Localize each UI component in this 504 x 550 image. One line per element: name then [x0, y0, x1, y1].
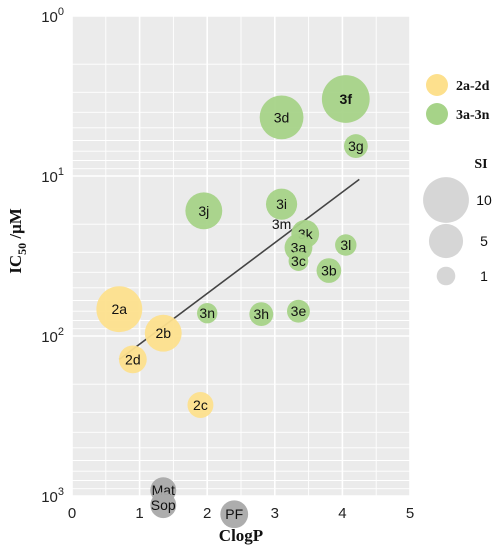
bubble-label-2a: 2a [112, 301, 128, 317]
bubble-label-pf: PF [225, 506, 243, 522]
y-tick-label: 102 [41, 326, 64, 346]
bubble-label-3g: 3g [348, 138, 364, 154]
bubble-3c [288, 251, 309, 271]
size-legend-item: 1 [436, 266, 488, 286]
size-legend: SI 10 5 1 [423, 157, 492, 286]
bubble-label-3d: 3d [274, 109, 290, 125]
bubble-3i [265, 188, 298, 220]
bubble-3e [287, 299, 310, 323]
legend-swatch [426, 103, 448, 125]
bubble-label-2c: 2c [193, 397, 208, 413]
legend-label: 2a-2d [456, 79, 490, 94]
x-tick-label: 2 [203, 505, 211, 522]
bubble-label-3f: 3f [340, 91, 353, 107]
bubble-label-3j: 3j [198, 203, 209, 219]
bubble-3h [249, 302, 274, 327]
size-legend-item: 10 [423, 177, 492, 223]
bubble-2a [96, 286, 143, 333]
bubble-2d [118, 345, 147, 374]
bubble-label-3e: 3e [291, 303, 307, 319]
y-tick-label: 103 [41, 486, 64, 506]
bubble-3d [259, 95, 304, 140]
bubble-3j [185, 192, 223, 230]
bubble-label-3a: 3a [291, 240, 307, 256]
bubble-label-3b: 3b [321, 263, 337, 279]
size-legend-title: SI [474, 157, 487, 172]
bubble-label-3m: 3m [272, 216, 291, 232]
bubble-2b [144, 314, 182, 352]
legend-item: 2a-2d [426, 74, 490, 96]
x-tick-label: 1 [135, 505, 143, 522]
bubble-2c [187, 392, 214, 418]
size-legend-item: 5 [428, 223, 488, 259]
bubble-label-3i: 3i [276, 196, 287, 212]
legend-swatch [426, 74, 448, 96]
bubble-sop [150, 492, 177, 519]
y-tick-label: 101 [41, 166, 64, 186]
legend-label: 3a-3n [456, 108, 490, 123]
bubble-3g [344, 134, 368, 158]
legend-item: 3a-3n [426, 103, 490, 125]
x-axis-title: ClogP [219, 526, 263, 545]
x-tick-label: 5 [406, 505, 414, 522]
bubble-label-3c: 3c [291, 253, 306, 269]
bubble-3f [321, 75, 370, 123]
size-legend-circle [436, 266, 456, 286]
bubble-pf [220, 500, 249, 529]
bubble-label-2b: 2b [155, 325, 171, 341]
series-group: 2a 2b 2d 2c [96, 286, 214, 418]
size-legend-label: 5 [480, 233, 488, 249]
bubble-3n [197, 302, 218, 324]
size-legend-label: 10 [476, 192, 492, 208]
bubble-label-3n: 3n [199, 305, 215, 321]
bubble-label-3h: 3h [253, 306, 269, 322]
bubble-label-sop: Sop [151, 497, 176, 513]
bubble-3b [316, 258, 342, 283]
bubble-label-3l: 3l [340, 237, 351, 253]
x-tick-label: 3 [271, 505, 279, 522]
y-axis-title: IC50 /μM [6, 208, 29, 274]
y-tick-label: 100 [41, 6, 64, 26]
legend: 2a-2d 3a-3n [426, 74, 490, 125]
x-tick-label: 0 [68, 505, 76, 522]
size-legend-circle [428, 223, 464, 259]
x-tick-label: 4 [338, 505, 346, 522]
bubble-label-2d: 2d [125, 351, 141, 367]
bubble-3l [335, 234, 357, 256]
size-legend-label: 1 [480, 268, 488, 284]
size-legend-circle [423, 177, 469, 223]
